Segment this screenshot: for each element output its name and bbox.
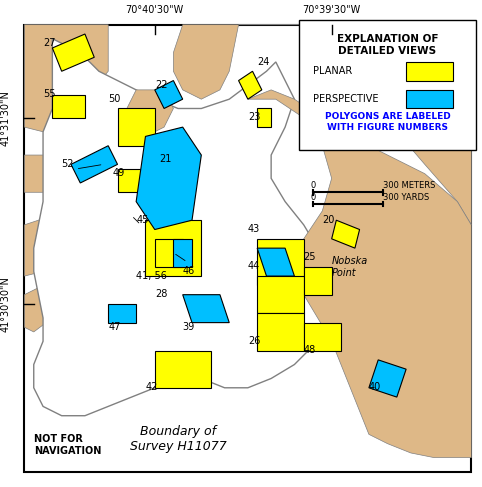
Text: 41°30'30"N: 41°30'30"N	[0, 276, 11, 332]
Text: 70°39'30"W: 70°39'30"W	[303, 5, 361, 16]
Polygon shape	[25, 216, 71, 276]
Text: 42: 42	[146, 382, 158, 393]
Text: 0: 0	[310, 192, 316, 202]
Text: 47: 47	[108, 322, 120, 332]
Polygon shape	[155, 351, 211, 388]
Polygon shape	[248, 90, 471, 458]
Text: 45: 45	[136, 215, 148, 225]
Text: 44: 44	[248, 262, 260, 271]
Text: 22: 22	[155, 80, 167, 90]
Polygon shape	[257, 313, 304, 351]
Text: 20: 20	[322, 215, 335, 225]
Polygon shape	[183, 295, 229, 322]
Polygon shape	[118, 169, 141, 192]
Text: 70°40'30"W: 70°40'30"W	[126, 5, 184, 16]
Polygon shape	[304, 322, 341, 351]
Bar	[406, 90, 453, 109]
Polygon shape	[25, 285, 62, 332]
Text: 49: 49	[113, 169, 125, 178]
Text: 26: 26	[248, 336, 260, 346]
Polygon shape	[34, 38, 341, 416]
Text: 23: 23	[248, 112, 260, 122]
Polygon shape	[239, 25, 471, 109]
Text: 50: 50	[108, 94, 120, 104]
Text: POLYGONS ARE LABELED
WITH FIGURE NUMBERS: POLYGONS ARE LABELED WITH FIGURE NUMBERS	[325, 112, 450, 132]
Text: 300 YARDS: 300 YARDS	[383, 192, 429, 202]
Bar	[406, 62, 453, 80]
Text: 55: 55	[43, 89, 55, 99]
Text: 43: 43	[248, 224, 260, 234]
Polygon shape	[146, 220, 201, 276]
Polygon shape	[369, 360, 406, 397]
Text: 28: 28	[155, 289, 167, 300]
Polygon shape	[25, 25, 108, 132]
Polygon shape	[332, 220, 360, 248]
Text: 39: 39	[183, 322, 195, 332]
Polygon shape	[136, 127, 201, 229]
Text: 21: 21	[160, 154, 172, 164]
Polygon shape	[257, 239, 304, 285]
Polygon shape	[155, 239, 183, 267]
Text: Boundary of
Survey H11077: Boundary of Survey H11077	[130, 425, 227, 453]
Polygon shape	[127, 90, 174, 136]
Polygon shape	[174, 239, 192, 267]
Text: 24: 24	[257, 56, 269, 67]
Polygon shape	[304, 267, 332, 295]
Polygon shape	[257, 248, 295, 276]
Polygon shape	[257, 109, 271, 127]
Polygon shape	[332, 62, 471, 225]
Text: 48: 48	[304, 345, 316, 355]
Polygon shape	[25, 155, 53, 192]
Text: PLANAR: PLANAR	[313, 66, 352, 76]
Polygon shape	[71, 146, 118, 183]
Polygon shape	[108, 304, 136, 322]
Polygon shape	[118, 109, 155, 146]
Text: EXPLANATION OF
DETAILED VIEWS: EXPLANATION OF DETAILED VIEWS	[337, 34, 438, 56]
Text: 46: 46	[183, 266, 195, 276]
Text: 52: 52	[62, 159, 74, 169]
Text: Nobska
Point: Nobska Point	[332, 256, 368, 278]
Text: 300 METERS: 300 METERS	[383, 181, 435, 190]
Polygon shape	[53, 94, 85, 118]
Text: 27: 27	[43, 38, 55, 48]
Polygon shape	[257, 276, 304, 313]
Text: 0: 0	[310, 181, 316, 190]
Text: 41°31'30"N: 41°31'30"N	[0, 90, 11, 146]
Polygon shape	[239, 71, 262, 99]
Text: NOT FOR
NAVIGATION: NOT FOR NAVIGATION	[34, 434, 101, 456]
Text: 41, 56: 41, 56	[136, 271, 167, 281]
Text: PERSPECTIVE: PERSPECTIVE	[313, 94, 378, 104]
Polygon shape	[155, 80, 183, 109]
FancyBboxPatch shape	[299, 20, 476, 150]
Text: 25: 25	[304, 252, 316, 262]
Polygon shape	[53, 34, 94, 71]
Text: 40: 40	[369, 382, 381, 393]
Polygon shape	[174, 25, 239, 99]
